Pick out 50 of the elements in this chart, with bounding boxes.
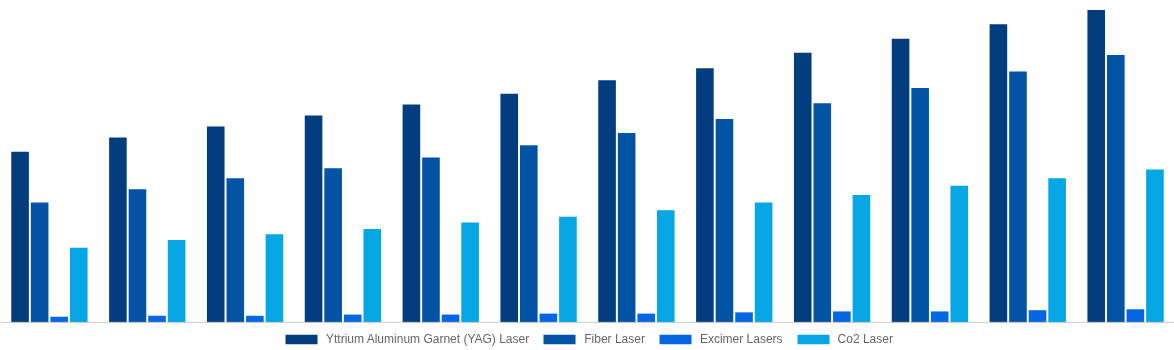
bar — [852, 194, 871, 323]
bar — [715, 118, 734, 323]
bar — [1106, 54, 1125, 323]
legend-label: Excimer Lasers — [699, 332, 783, 346]
bar — [911, 88, 929, 323]
bar — [598, 80, 616, 323]
bar — [461, 222, 479, 323]
bar — [1087, 9, 1106, 323]
bar — [1048, 178, 1066, 323]
bar — [500, 93, 519, 323]
bar — [343, 314, 362, 323]
bar — [793, 52, 812, 323]
bar — [989, 24, 1008, 323]
bar — [754, 202, 773, 323]
bar — [813, 103, 832, 323]
bar — [1146, 169, 1164, 323]
bar — [246, 315, 264, 323]
bar — [833, 311, 851, 323]
bar — [950, 185, 969, 323]
bar — [11, 151, 29, 323]
bar — [148, 315, 166, 323]
legend-label: Co2 Laser — [837, 332, 893, 346]
bar — [206, 126, 225, 323]
bar — [304, 115, 323, 323]
bar — [637, 313, 656, 323]
bar — [50, 316, 69, 323]
bar — [167, 239, 186, 323]
bar — [226, 178, 245, 323]
bar — [930, 311, 949, 323]
bar — [617, 133, 636, 323]
bar — [735, 312, 753, 323]
legend-label: Fiber Laser — [584, 332, 645, 346]
bar — [559, 216, 577, 323]
bar — [265, 234, 284, 323]
bar — [128, 189, 147, 323]
bar — [696, 68, 714, 323]
bar — [109, 137, 127, 323]
bar — [363, 228, 382, 323]
bar — [519, 145, 538, 323]
bar — [891, 38, 910, 323]
bar — [422, 157, 440, 323]
bar — [324, 168, 342, 323]
bar — [1126, 309, 1145, 323]
bar — [69, 247, 88, 323]
bar — [402, 104, 421, 323]
bar — [656, 210, 675, 323]
bar — [1009, 71, 1027, 323]
bar — [30, 202, 49, 323]
legend-label: Yttrium Aluminum Garnet (YAG) Laser — [326, 332, 530, 346]
bar — [1028, 310, 1047, 323]
